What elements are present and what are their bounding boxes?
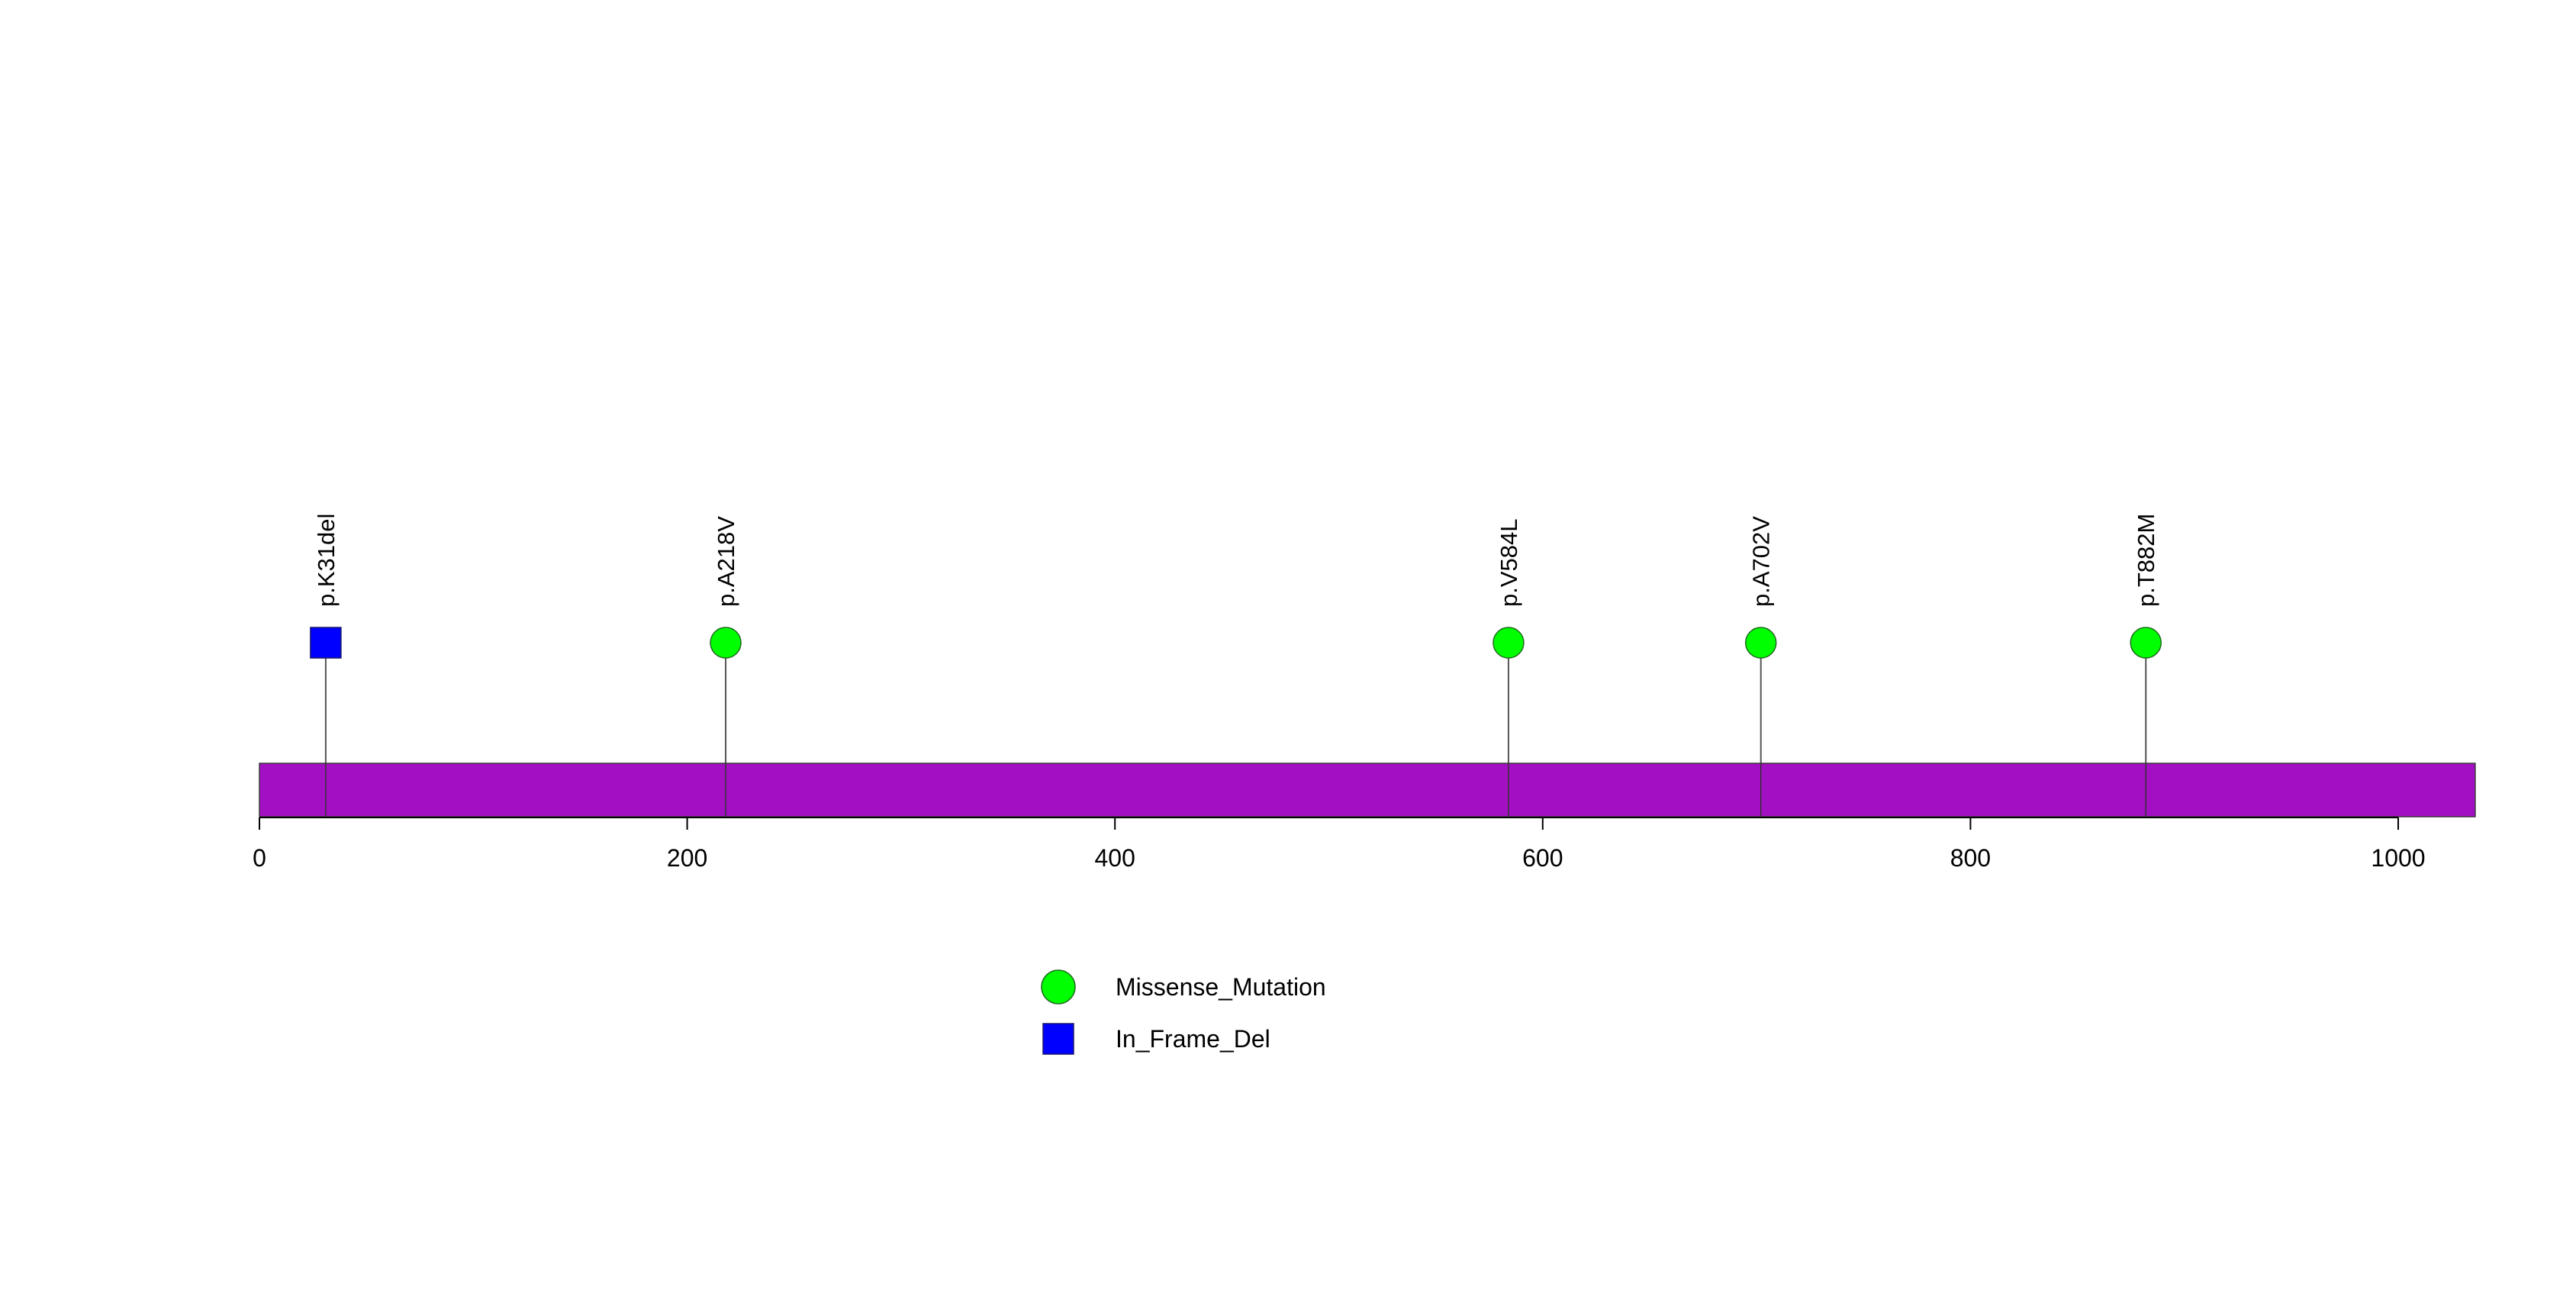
missense-mutation-marker: [1492, 627, 1525, 659]
mutation-label: p.A218V: [713, 516, 739, 607]
mutation-label: p.T882M: [2133, 514, 2159, 607]
mutation-bar-lines: [325, 763, 2146, 817]
missense-mutation-marker: [2130, 627, 2162, 659]
x-tick-label: 1000: [2371, 844, 2425, 872]
x-tick-label: 200: [667, 844, 707, 872]
mutation-label: p.K31del: [313, 514, 340, 607]
in-frame-del-marker: [310, 627, 342, 659]
missense-mutation-marker: [1744, 627, 1777, 659]
legend: Missense_Mutation In_Frame_Del: [1041, 969, 1326, 1055]
missense-mutation-marker: [710, 627, 742, 659]
x-axis: 0 200 400 600 800 1000: [253, 817, 2426, 872]
mutation-label: p.V584L: [1496, 519, 1522, 608]
x-tick-label: 0: [253, 844, 266, 872]
legend-in-frame-del-symbol: [1042, 1023, 1074, 1055]
legend-label: Missense_Mutation: [1116, 973, 1326, 1001]
x-tick-label: 600: [1522, 844, 1563, 872]
protein-bar: [259, 763, 2476, 818]
mutation-stems: [324, 643, 2147, 763]
x-tick-label: 800: [1950, 844, 1991, 872]
legend-label: In_Frame_Del: [1116, 1025, 1270, 1053]
mutation-markers: [310, 627, 2162, 659]
mutation-labels: p.K31del p.A218V p.V584L p.A702V p.T882M: [313, 514, 2159, 607]
mutation-label: p.A702V: [1748, 516, 1775, 607]
legend-missense-symbol: [1041, 969, 1076, 1005]
x-tick-label: 400: [1095, 844, 1135, 872]
